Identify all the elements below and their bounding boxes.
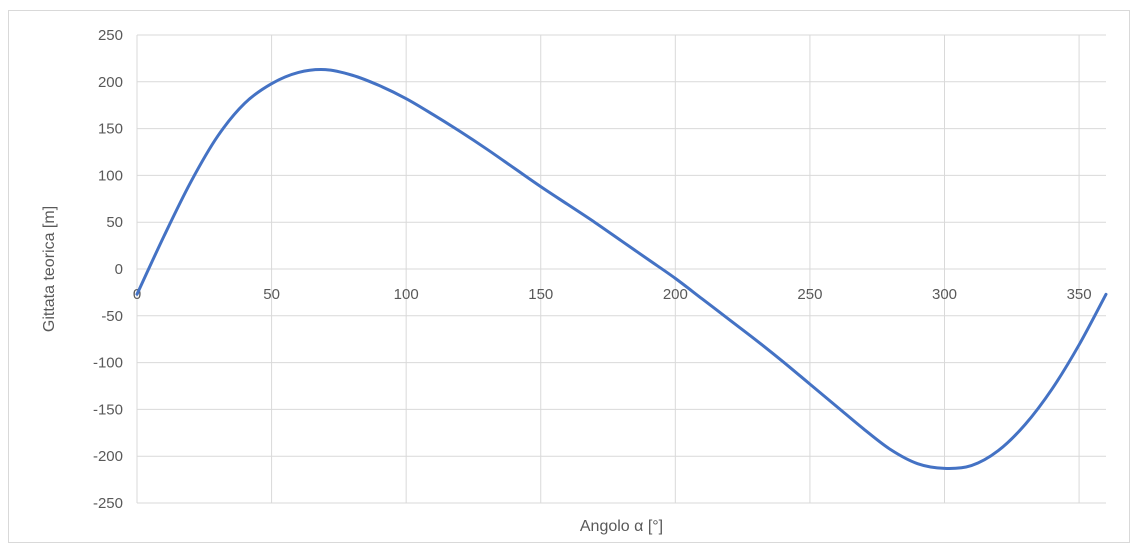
x-axis-title: Angolo α [°] [580,518,663,535]
x-tick-label: 250 [797,286,822,303]
y-tick-label: -50 [101,308,123,325]
y-axis-title: Gittata teorica [m] [41,206,58,332]
y-tick-label: 200 [98,74,123,91]
line-chart: 250 200 150 100 50 0 -50 -100 -150 -200 -250 0 50 10… [9,11,1129,542]
x-tick-label: 50 [263,286,280,303]
x-tick-label: 200 [663,286,688,303]
y-tick-label: -200 [93,448,123,465]
y-tick-label: 150 [98,121,123,138]
chart-area: 250 200 150 100 50 0 -50 -100 -150 -200 -250 0 50 10… [8,10,1130,543]
gridlines [137,35,1106,503]
x-tick-label: 350 [1067,286,1092,303]
y-tick-label: 0 [115,261,123,278]
y-tick-label: -150 [93,401,123,418]
y-tick-label: 100 [98,167,123,184]
x-tick-labels: 0 50 100 150 200 250 300 350 [133,286,1092,303]
y-tick-label: -100 [93,355,123,372]
y-tick-labels: 250 200 150 100 50 0 -50 -100 -150 -200 -250 [93,27,123,512]
y-tick-label: 250 [98,27,123,44]
x-tick-label: 100 [394,286,419,303]
y-tick-label: -250 [93,495,123,512]
y-tick-label: 50 [106,214,123,231]
x-tick-label: 300 [932,286,957,303]
x-tick-label: 150 [528,286,553,303]
